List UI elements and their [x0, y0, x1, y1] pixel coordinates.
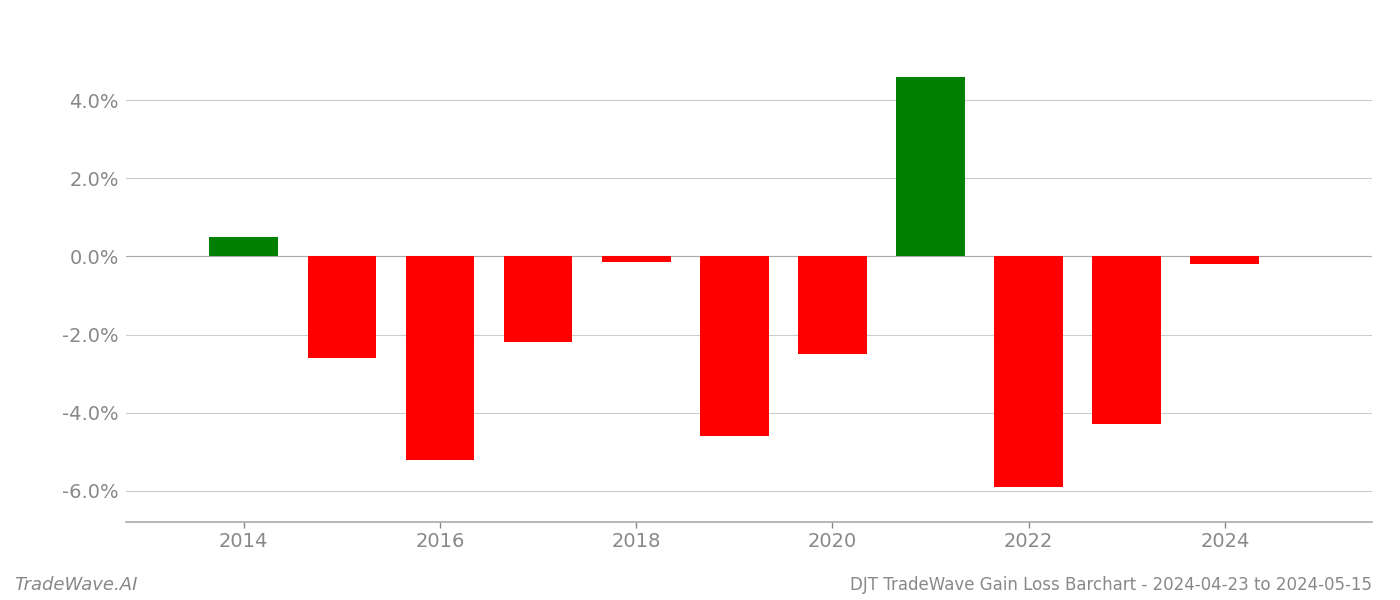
- Bar: [602, 256, 671, 262]
- Bar: [1190, 256, 1259, 264]
- Text: TradeWave.AI: TradeWave.AI: [14, 576, 137, 594]
- Bar: [504, 256, 573, 343]
- Bar: [700, 256, 769, 436]
- Bar: [210, 237, 279, 256]
- Bar: [896, 77, 965, 256]
- Bar: [308, 256, 377, 358]
- Text: DJT TradeWave Gain Loss Barchart - 2024-04-23 to 2024-05-15: DJT TradeWave Gain Loss Barchart - 2024-…: [850, 576, 1372, 594]
- Bar: [1092, 256, 1161, 424]
- Bar: [994, 256, 1063, 487]
- Bar: [798, 256, 867, 354]
- Bar: [406, 256, 475, 460]
